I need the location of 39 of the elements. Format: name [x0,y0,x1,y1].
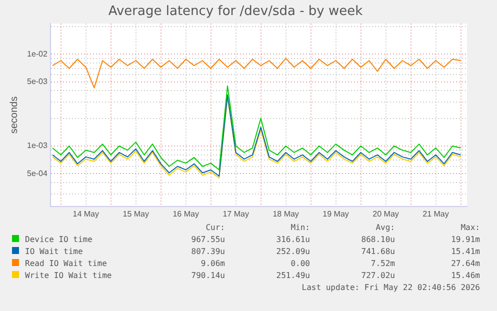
x-tick-label: 17 May [222,209,249,218]
text: Max: [460,222,480,233]
text: 7.52m [370,258,395,269]
y-tick-label: 5e-03 [26,76,48,86]
text: 251.49u [275,270,310,281]
legend-label: Device IO time [24,234,94,245]
legend-label: IO Wait time [24,246,84,257]
text: 0.00 [290,258,310,269]
text: Last update: Fri May 22 02:40:56 2026 [302,283,480,292]
x-tick-label: 21 May [422,209,449,218]
y-tick-label: 1e-03 [26,141,48,150]
text: 27.64m [450,258,480,269]
text: 9.06m [200,258,225,269]
text: 868.10u [360,234,395,245]
text: Avg: [374,222,395,233]
text: 741.68u [360,246,395,257]
x-tick-label: 18 May [272,209,299,218]
legend-label: Read IO Wait time [24,258,108,269]
x-tick-label: 19 May [322,209,349,218]
text: Cur: [204,222,225,233]
text: 19.91m [450,234,480,245]
legend-label: Write IO Wait time [24,270,113,281]
text: 15.46m [450,270,480,281]
y-tick-label: 5e-04 [26,168,48,178]
text: 967.55u [190,234,225,245]
text: Min: [290,222,310,233]
text: 790.14u [190,270,225,281]
text: 252.09u [275,246,310,257]
x-tick-label: 20 May [372,209,399,218]
text: 15.41m [450,246,480,257]
text: 316.61u [275,234,310,245]
x-tick-label: 15 May [122,209,149,218]
x-tick-label: 16 May [172,209,199,218]
y-axis-title: seconds [8,96,20,134]
text: 727.02u [360,270,395,281]
y-tick-label: 1e-02 [26,49,48,58]
x-tick-label: 14 May [72,209,99,218]
text: 807.39u [190,246,225,257]
chart-title: Average latency for /dev/sda - by week [108,4,364,20]
